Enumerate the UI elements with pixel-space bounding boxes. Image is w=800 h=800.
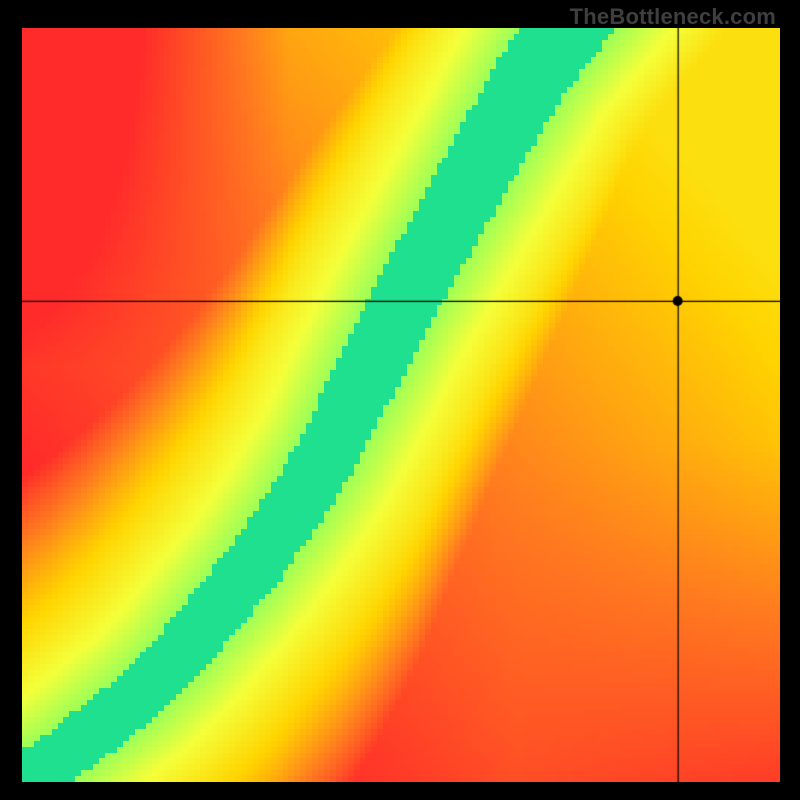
chart-container: TheBottleneck.com: [0, 0, 800, 800]
heatmap-canvas: [22, 28, 780, 782]
watermark-text: TheBottleneck.com: [570, 4, 776, 30]
